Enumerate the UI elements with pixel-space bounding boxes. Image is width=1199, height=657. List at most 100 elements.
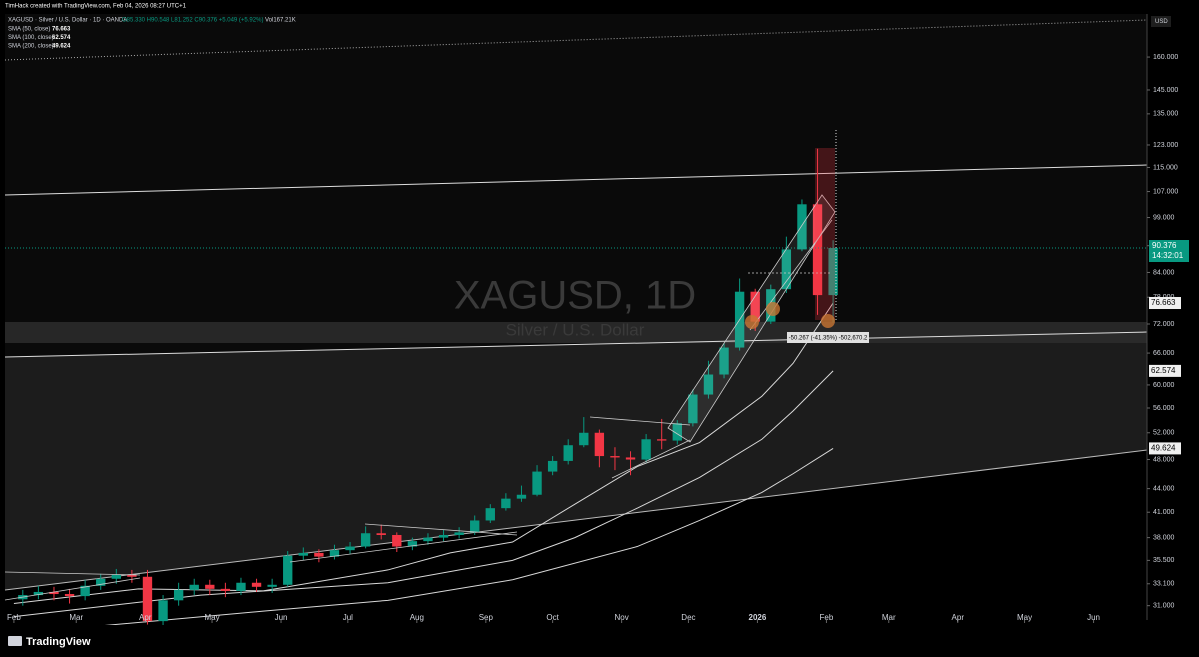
candle-body [220,588,231,591]
candle-body [438,534,449,538]
x-tick-label: Apr [952,613,965,622]
brand-logo [8,636,22,646]
sma-legend-name: SMA (50, close) [8,27,50,33]
price-axis [1147,0,1199,625]
sma-line [13,447,834,635]
trendline [4,577,141,601]
measure-box [815,148,835,320]
y-tick-label: 52.000 [1153,430,1175,437]
marker-circle [766,302,780,316]
y-tick-label: 35.500 [1153,557,1175,564]
candle-body [251,582,262,587]
candle-body [376,533,386,535]
y-tick-label: 41.000 [1153,509,1175,516]
candle-body [236,582,246,591]
candle-body [672,423,682,441]
y-tick-label: 44.000 [1153,485,1175,492]
y-tick-label: 115.000 [1153,164,1178,171]
x-tick-label: 2026 [749,613,767,622]
symbol: XAGUSD · Silver / U.S. Dollar · 1D · OAN… [8,18,127,24]
sma-legend-name: SMA (200, close) [8,44,54,50]
trendline [4,571,141,576]
x-tick-label: Jun [1087,613,1100,622]
attribution: TimHack created with TradingView.com, Fe… [5,4,187,10]
candle-body [625,457,636,460]
brand: TradingView [26,636,91,648]
y-tick-label: 160.000 [1153,54,1178,61]
x-tick-label: Sep [479,613,494,622]
sma-price-box [1149,297,1181,310]
y-tick-label: 33.100 [1153,581,1175,588]
x-tick-label: May [204,613,219,622]
y-tick-label: 84.000 [1153,269,1175,276]
sma-price-box [1149,442,1181,455]
candle-body [797,204,807,250]
sma-line [13,370,834,618]
candle-body [485,508,495,521]
candle-body [703,374,714,395]
marker-circle [821,314,835,328]
sma-price-label: 62.574 [1151,366,1176,375]
candle-body [812,204,823,296]
marker-circle [745,315,759,329]
currency-box [1151,16,1171,27]
x-tick-label: Mar [69,613,83,622]
watermark-subtitle: Silver / U.S. Dollar [506,320,645,339]
candle-body [158,600,168,622]
candle-body [563,445,573,461]
trendline [4,331,1148,358]
x-tick-label: Feb [7,613,21,622]
trendline [4,164,1148,196]
candle-body [423,537,433,542]
x-tick-label: Aug [410,613,424,622]
candle-body [64,594,75,597]
ohlc: O85.330 H90.548 L81.252 C90.376 +5.049 (… [122,18,263,24]
y-tick-label: 107.000 [1153,188,1178,195]
trendline [749,219,833,331]
x-tick-label: Jun [275,613,288,622]
candle-body [360,533,371,547]
candle-body [205,584,215,589]
sma-legend-value: 62.574 [52,35,71,41]
candle-body [96,578,106,586]
candle-body [33,591,44,596]
currency: USD [1155,19,1168,25]
sma-price-label: 76.663 [1151,298,1176,307]
x-tick-label: Oct [546,613,559,622]
candle-body [719,347,729,375]
candle-body [594,432,605,457]
y-tick-label: 66.000 [1153,350,1175,357]
candle-body [641,439,651,460]
candle-body [781,249,792,290]
candle-body [80,585,90,597]
x-tick-label: Jul [343,613,353,622]
candle-body [127,574,137,577]
y-tick-label: 99.000 [1153,214,1175,221]
measure-label: -50.267 (-41.35%) -502,670.2 [789,336,868,342]
trendline [4,449,1148,591]
candle-body [173,589,184,601]
y-tick-label: 135.000 [1153,111,1178,118]
sma-legend-value: 76.663 [52,27,71,33]
footer [0,625,1199,657]
trendline [589,416,691,426]
candle-body [579,432,589,446]
last-price-label: 90.376 [1152,241,1177,250]
sma-legend-value: 49.624 [52,44,71,50]
y-tick-label: 31.000 [1153,603,1175,610]
candle-body [407,541,418,547]
sma-legend-name: SMA (100, close) [8,35,54,41]
trendline [611,439,691,479]
x-tick-label: Nov [615,613,629,622]
x-tick-label: Apr [139,613,152,622]
y-tick-label: 145.000 [1153,87,1178,94]
candle-body [49,591,59,595]
candle-body [688,394,698,424]
watermark-title: XAGUSD, 1D [454,274,696,318]
y-tick-label: 38.000 [1153,534,1175,541]
x-tick-label: Dec [681,613,695,622]
candle-body [392,534,402,547]
measure-label-box [787,332,869,343]
